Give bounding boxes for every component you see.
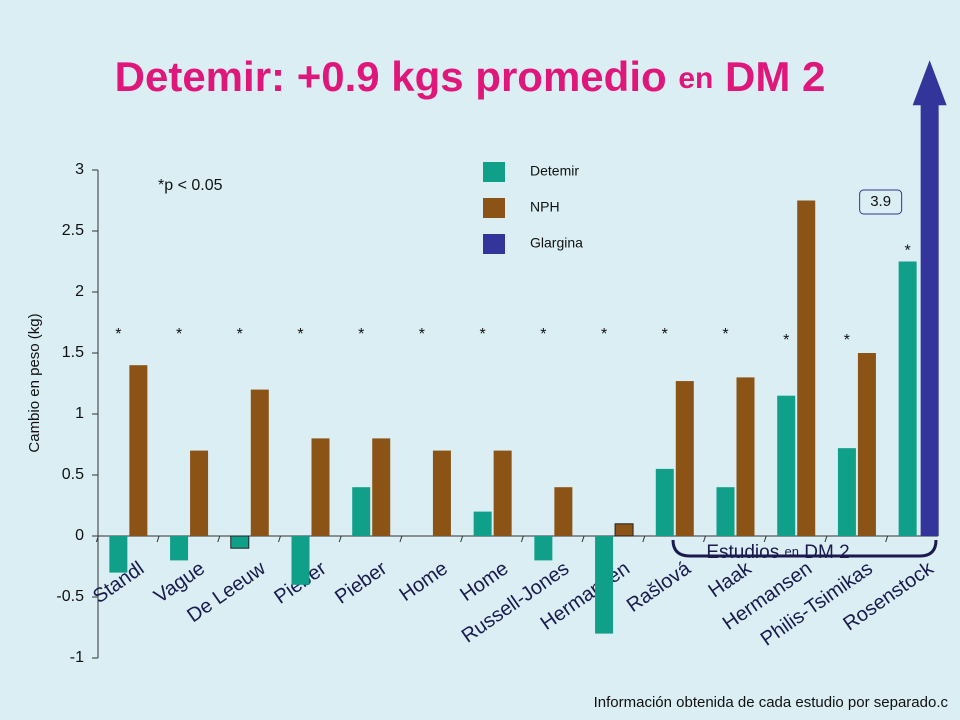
y-tick-label: -0.5 bbox=[56, 588, 84, 605]
significance-mark: * bbox=[783, 332, 789, 349]
x-tick bbox=[156, 535, 160, 543]
x-tick bbox=[95, 535, 99, 543]
y-tick-label: 1 bbox=[75, 405, 84, 422]
bar bbox=[554, 487, 573, 536]
significance-mark: * bbox=[297, 326, 303, 343]
group-bracket bbox=[671, 539, 938, 558]
chart-title: Detemir: +0.9 kgs promedio en DM 2 bbox=[115, 53, 826, 100]
significance-mark: * bbox=[722, 326, 728, 343]
bar bbox=[432, 450, 451, 536]
legend-swatch bbox=[483, 234, 505, 254]
y-tick-label: 3 bbox=[75, 161, 84, 178]
bar bbox=[898, 261, 917, 536]
bar bbox=[857, 353, 876, 536]
x-tick bbox=[399, 535, 403, 543]
significance-mark: * bbox=[419, 326, 425, 343]
x-tick bbox=[642, 535, 646, 543]
bar bbox=[291, 536, 310, 585]
legend-label: NPH bbox=[530, 199, 560, 215]
x-tick bbox=[885, 535, 889, 543]
bar bbox=[109, 536, 128, 573]
legend-label: Glargina bbox=[530, 235, 583, 251]
x-tick bbox=[460, 535, 464, 543]
x-tick bbox=[520, 535, 524, 543]
bar bbox=[352, 487, 371, 536]
significance-mark: * bbox=[176, 326, 182, 343]
significance-mark: * bbox=[662, 326, 668, 343]
significance-mark: * bbox=[115, 326, 121, 343]
significance-mark: * bbox=[237, 326, 243, 343]
group-label-part: DM 2 bbox=[799, 542, 850, 563]
group-label-part: en bbox=[785, 544, 799, 559]
x-tick bbox=[581, 535, 585, 543]
bar bbox=[372, 438, 391, 536]
bar bbox=[311, 438, 330, 536]
title-part: en bbox=[678, 62, 713, 95]
y-tick-label: 0.5 bbox=[62, 466, 84, 483]
bar bbox=[595, 536, 614, 634]
significance-mark: * bbox=[358, 326, 364, 343]
bar bbox=[129, 365, 148, 536]
legend-swatch bbox=[483, 162, 505, 182]
y-tick-label: 1.5 bbox=[62, 344, 84, 361]
x-tick bbox=[338, 535, 342, 543]
significance-mark: * bbox=[601, 326, 607, 343]
bar bbox=[534, 536, 553, 561]
significance-mark: * bbox=[905, 243, 911, 260]
footer: Información obtenida de cada estudio por… bbox=[594, 694, 949, 711]
title-part: DM 2 bbox=[713, 53, 825, 100]
bar bbox=[473, 511, 492, 536]
x-tick bbox=[763, 535, 767, 543]
group-label: Estudios en DM 2 bbox=[706, 542, 849, 563]
x-tick bbox=[703, 535, 706, 543]
legend-swatch bbox=[483, 198, 505, 218]
bar bbox=[777, 395, 796, 536]
bar bbox=[797, 200, 816, 536]
y-tick-label: 2 bbox=[75, 283, 84, 300]
y-tick-label: 0 bbox=[75, 527, 84, 544]
bar bbox=[493, 450, 512, 536]
arrow bbox=[912, 60, 947, 536]
value-label-box bbox=[859, 189, 903, 215]
x-tick bbox=[278, 535, 281, 543]
bar bbox=[170, 536, 189, 561]
bar bbox=[655, 468, 674, 536]
bar bbox=[190, 450, 209, 536]
bar bbox=[614, 523, 634, 537]
note: *p < 0.05 bbox=[158, 177, 223, 194]
y-axis-label: Cambio en peso (kg) bbox=[26, 313, 43, 452]
significance-mark: * bbox=[540, 326, 546, 343]
bar bbox=[837, 448, 856, 536]
y-tick-label: -1 bbox=[70, 649, 84, 666]
bar bbox=[230, 535, 250, 549]
bar bbox=[716, 487, 735, 536]
bar bbox=[675, 381, 694, 536]
x-tick bbox=[217, 535, 221, 543]
y-tick-label: 2.5 bbox=[62, 222, 84, 239]
x-tick bbox=[824, 535, 828, 543]
significance-mark: * bbox=[844, 332, 850, 349]
significance-mark: * bbox=[480, 326, 486, 343]
group-label-part: Estudios bbox=[706, 542, 784, 563]
bar bbox=[736, 377, 755, 536]
title-part: Detemir: +0.9 kgs promedio bbox=[115, 53, 679, 100]
value-label: 3.9 bbox=[870, 193, 891, 210]
legend-label: Detemir bbox=[530, 163, 579, 179]
bar bbox=[250, 389, 269, 536]
